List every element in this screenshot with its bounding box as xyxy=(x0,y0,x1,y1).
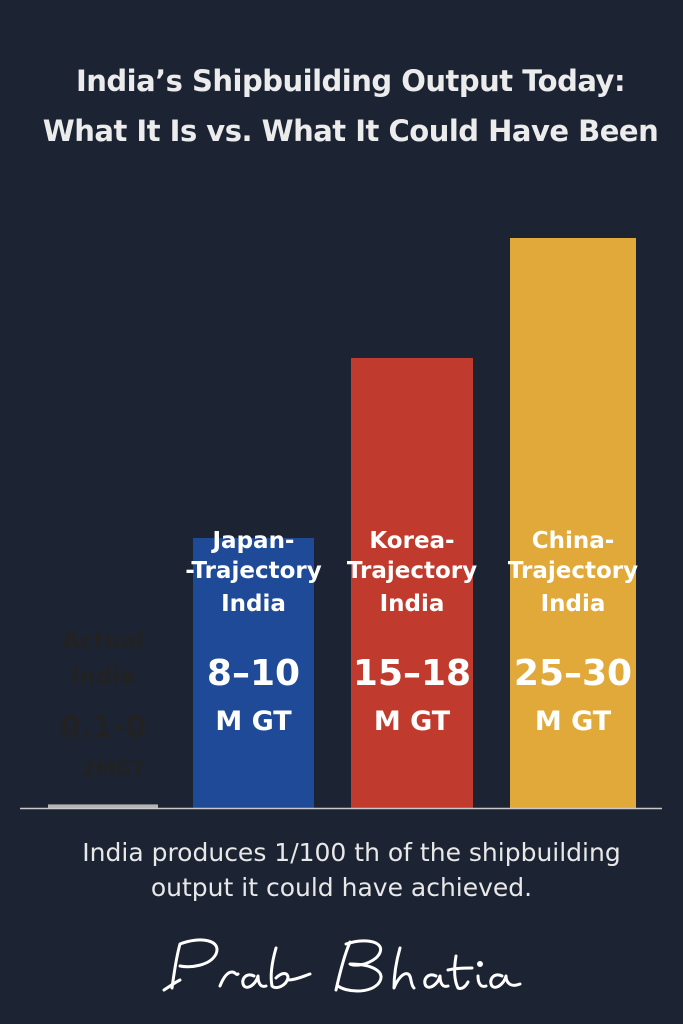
bar-chart: Actual India 0.1-0 2MGT Japan- -Trajectory Ind… xyxy=(20,238,662,810)
bar-label-0-0: Actual xyxy=(62,628,144,654)
value-label-2-1: M GT xyxy=(374,706,451,737)
value-label-3-1: M GT xyxy=(535,706,612,737)
bar-3 xyxy=(510,238,636,808)
bar-1 xyxy=(193,538,314,808)
bar-0 xyxy=(48,804,158,808)
bar-label-2-2: India xyxy=(380,591,445,617)
bar-label-1-1: -Trajectory xyxy=(185,558,321,584)
value-label-0-0: 0.1-0 xyxy=(60,710,146,745)
bar-label-3-0: China- xyxy=(532,528,615,554)
bar-2 xyxy=(351,358,473,808)
chart-title-line-1: India’s Shipbuilding Output Today: xyxy=(75,64,626,98)
value-label-2-0: 15–18 xyxy=(353,653,471,694)
chart-title-line-2: What It Is vs. What It Could Have Been xyxy=(42,114,659,148)
value-label-1-1: M GT xyxy=(215,706,292,737)
bar-label-3-2: India xyxy=(541,591,606,617)
value-label-0-1: 2MGT xyxy=(81,757,145,781)
bar-label-1-0: Japan- xyxy=(211,528,295,554)
caption-line-2: output it could have achieved. xyxy=(150,873,533,902)
bar-label-1-2: India xyxy=(221,591,286,617)
bar-label-2-0: Korea- xyxy=(369,528,454,554)
bar-label-3-1: Trajectory xyxy=(508,558,638,584)
signature xyxy=(162,938,522,993)
bar-label-2-1: Trajectory xyxy=(347,558,477,584)
caption-line-1: India produces 1/100 th of the shipbuild… xyxy=(82,838,621,867)
bar-label-0-1: India xyxy=(71,664,136,690)
value-label-1-0: 8–10 xyxy=(207,653,300,694)
value-label-3-0: 25–30 xyxy=(514,653,632,694)
